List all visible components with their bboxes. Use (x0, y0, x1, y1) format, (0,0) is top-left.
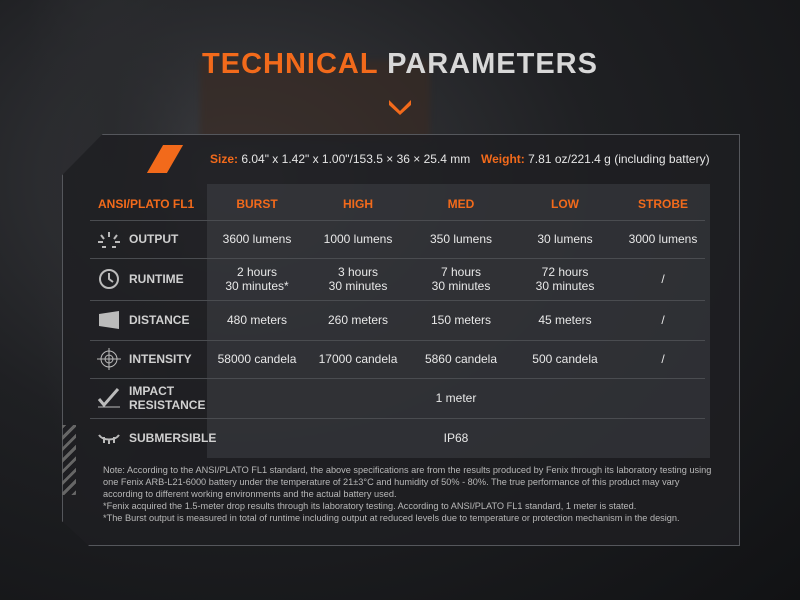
decorative-stripes (62, 425, 76, 495)
column-header: BURST (236, 197, 278, 211)
chevron-down-icon (389, 100, 411, 115)
table-cell-span: IP68 (443, 430, 469, 445)
table-row (90, 300, 705, 340)
table-cell: / (661, 272, 665, 286)
table-row (90, 418, 705, 457)
table-cell: 45 meters (538, 313, 592, 327)
table-row (90, 258, 705, 300)
column-header: MED (447, 197, 475, 211)
submersible-icon (96, 427, 122, 449)
table-cell: 58000 candela (217, 352, 297, 366)
table-row (90, 340, 705, 378)
table-cell: 30 lumens (537, 232, 593, 246)
table-background (207, 184, 710, 458)
table-cell: 3600 lumens (222, 232, 292, 246)
table-cell: 5860 candela (424, 352, 498, 366)
column-header: HIGH (343, 197, 373, 211)
footnote: *The Burst output is measured in total o… (103, 513, 680, 523)
row-label: DISTANCE (129, 313, 190, 327)
table-cell: 350 lumens (429, 232, 493, 246)
table-cell: 480 meters (226, 313, 288, 327)
footnote: Note: According to the ANSI/PLATO FL1 st… (103, 465, 712, 499)
impact-icon (96, 387, 122, 409)
footnote: *Fenix acquired the 1.5-meter drop resul… (103, 501, 637, 511)
table-cell: 150 meters (430, 313, 492, 327)
table-cell: 3 hours 30 minutes (328, 265, 388, 293)
footnotes: Note: According to the ANSI/PLATO FL1 st… (103, 464, 713, 524)
table-cell: 3000 lumens (628, 232, 698, 246)
clock-icon (96, 268, 122, 290)
table-cell: 260 meters (327, 313, 389, 327)
table-cell: / (661, 352, 665, 366)
weight-spec: Weight: 7.81 oz/221.4 g (including batte… (481, 152, 710, 166)
light-rays-icon (96, 228, 122, 250)
table-cell: 72 hours 30 minutes (535, 265, 595, 293)
table-cell: 500 candela (532, 352, 598, 366)
row-label: SUBMERSIBLE (129, 430, 217, 445)
background-object (200, 60, 430, 140)
target-icon (96, 348, 122, 370)
row-label: RUNTIME (129, 272, 184, 286)
beam-distance-icon (96, 309, 122, 331)
table-row (90, 220, 705, 258)
row-label: OUTPUT (129, 232, 179, 246)
row-label: IMPACT RESISTANCE (129, 384, 206, 412)
table-row (90, 378, 705, 418)
table-cell: 7 hours 30 minutes (431, 265, 491, 293)
table-cell-span: 1 meter (435, 391, 477, 405)
size-spec: Size: 6.04" x 1.42" x 1.00"/153.5 × 36 ×… (210, 152, 471, 166)
table-cell: 1000 lumens (323, 232, 393, 246)
column-header: ANSI/PLATO FL1 (98, 197, 195, 211)
table-cell: 2 hours 30 minutes* (225, 265, 289, 293)
row-label: INTENSITY (129, 352, 192, 366)
column-header: STROBE (637, 197, 688, 211)
column-header: LOW (551, 197, 579, 211)
table-cell: 17000 candela (318, 352, 398, 366)
page-title: TECHNICAL PARAMETERS (202, 48, 598, 80)
table-cell: / (661, 313, 665, 327)
